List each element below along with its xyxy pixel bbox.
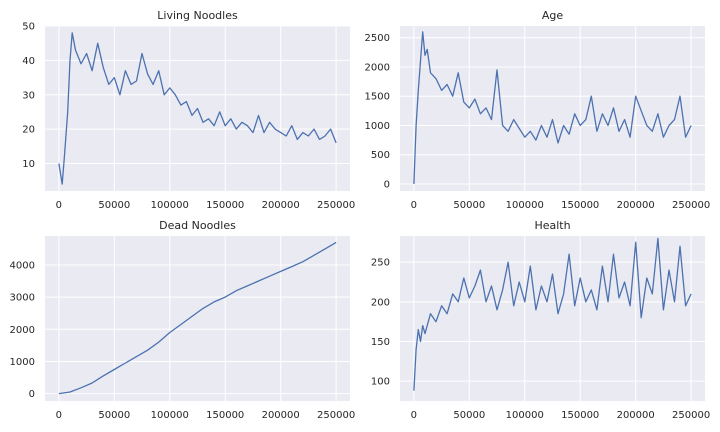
y-tick-label: 0 — [384, 179, 390, 190]
series-line — [58, 32, 337, 185]
x-tick-label: 100000 — [151, 410, 189, 421]
y-tick-label: 1000 — [10, 357, 35, 368]
chart-panel: 0 50000 100000 150000 200000 250000 100 150 200 2… — [371, 219, 710, 421]
y-tick-label: 10 — [22, 159, 35, 170]
x-tick-label: 0 — [56, 410, 62, 421]
chart-panel: 0 50000 100000 150000 200000 250000 0 500 1000 15… — [365, 9, 711, 211]
x-tick-label: 250000 — [317, 200, 355, 211]
x-tick-label: 200000 — [617, 410, 655, 421]
y-tick-label: 500 — [371, 150, 390, 161]
chart-title: Health — [534, 219, 570, 232]
chart-title: Age — [542, 9, 564, 22]
chart-panel: 0 50000 100000 150000 200000 250000 10 20 30 40 50… — [22, 9, 355, 211]
y-tick-label: 1000 — [365, 121, 390, 132]
y-tick-label: 2000 — [365, 62, 390, 73]
y-tick-label: 0 — [29, 389, 35, 400]
x-tick-label: 0 — [56, 200, 62, 211]
x-tick-label: 200000 — [617, 200, 655, 211]
y-tick-label: 150 — [371, 337, 390, 348]
x-tick-label: 200000 — [262, 200, 300, 211]
chart-title: Living Noodles — [157, 9, 238, 22]
series-line — [413, 237, 692, 391]
y-tick-label: 20 — [22, 125, 35, 136]
y-tick-label: 200 — [371, 297, 390, 308]
x-tick-label: 250000 — [672, 200, 710, 211]
y-tick-label: 4000 — [10, 260, 35, 271]
x-tick-label: 100000 — [506, 200, 544, 211]
plot-area — [400, 236, 705, 401]
y-tick-label: 30 — [22, 90, 35, 101]
series-line — [58, 241, 337, 395]
x-tick-label: 0 — [411, 410, 417, 421]
y-tick-label: 1500 — [365, 92, 390, 103]
x-tick-label: 100000 — [151, 200, 189, 211]
x-tick-label: 50000 — [98, 200, 130, 211]
series-line — [413, 31, 692, 185]
x-tick-label: 0 — [411, 200, 417, 211]
y-tick-label: 2500 — [365, 33, 390, 44]
plot-area — [400, 26, 705, 191]
y-tick-label: 100 — [371, 377, 390, 388]
x-tick-label: 250000 — [672, 410, 710, 421]
x-tick-label: 250000 — [317, 410, 355, 421]
y-tick-label: 3000 — [10, 293, 35, 304]
x-tick-label: 200000 — [262, 410, 300, 421]
x-tick-label: 150000 — [561, 410, 599, 421]
x-tick-label: 50000 — [453, 200, 485, 211]
x-tick-label: 150000 — [206, 410, 244, 421]
x-tick-label: 100000 — [506, 410, 544, 421]
y-tick-label: 2000 — [10, 325, 35, 336]
y-tick-label: 250 — [371, 258, 390, 269]
y-tick-label: 40 — [22, 56, 35, 67]
x-tick-label: 150000 — [561, 200, 599, 211]
chart-panel: 0 50000 100000 150000 200000 250000 0 1000 2000 3… — [10, 219, 356, 421]
y-tick-label: 50 — [22, 22, 35, 33]
x-tick-label: 50000 — [453, 410, 485, 421]
x-tick-label: 150000 — [206, 200, 244, 211]
chart-title: Dead Noodles — [159, 219, 236, 232]
x-tick-label: 50000 — [98, 410, 130, 421]
